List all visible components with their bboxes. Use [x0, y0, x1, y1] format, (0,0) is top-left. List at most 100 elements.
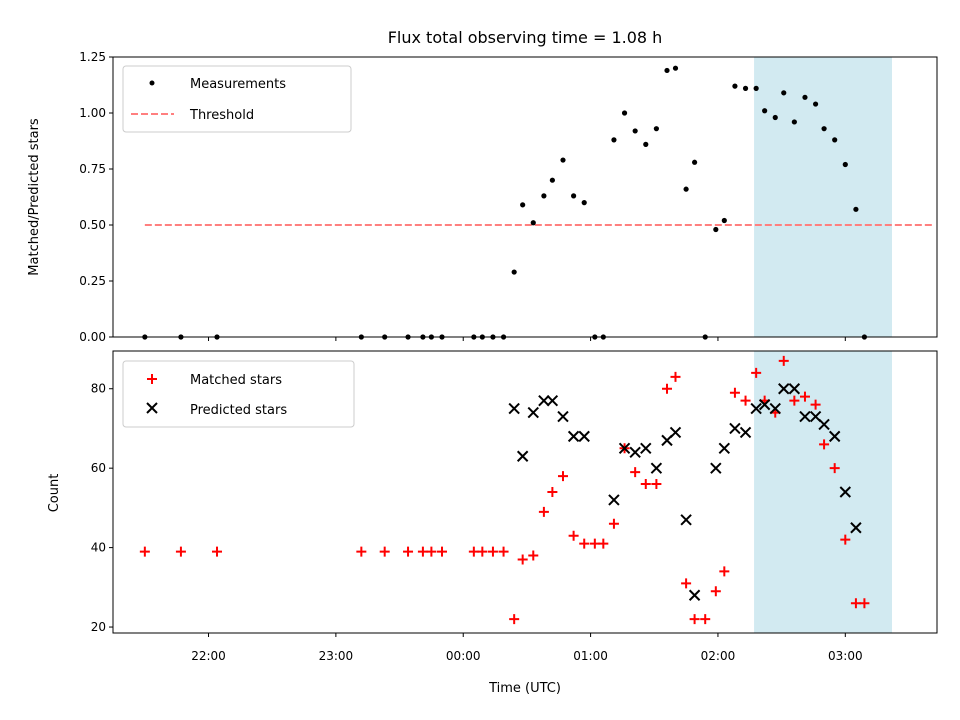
matched-star-point — [651, 479, 662, 490]
count-y-tick-label: 60 — [91, 461, 106, 475]
count-y-tick-label: 40 — [91, 541, 106, 555]
measurement-point — [742, 85, 749, 91]
measurement-point — [530, 220, 536, 226]
matched-star-point — [799, 391, 810, 402]
count-x-tick-label: 02:00 — [701, 649, 736, 663]
measurement-point — [664, 67, 670, 74]
matched-star-point — [640, 479, 651, 490]
measurement-point — [621, 110, 628, 116]
matched-star-point — [547, 487, 558, 497]
measurement-point — [821, 126, 827, 132]
matched-star-point — [403, 546, 414, 557]
measurement-point — [683, 186, 689, 192]
matched-star-point — [417, 546, 428, 557]
count-legend-box — [122, 360, 355, 428]
predicted-star-point — [567, 430, 580, 443]
measurement-point — [791, 119, 797, 125]
ratio-legend-box — [122, 65, 352, 133]
matched-star-point — [487, 546, 498, 557]
predicted-star-point — [839, 486, 852, 498]
count-x-tick-label: 01:00 — [573, 649, 608, 663]
measurement-point — [611, 137, 617, 143]
measurement-point — [632, 128, 638, 134]
predicted-star-point — [650, 462, 663, 474]
matched-star-point — [630, 467, 641, 478]
measurement-point — [812, 101, 819, 107]
legend-predicted-label: Predicted stars — [190, 403, 287, 418]
count-x-tick-label: 03:00 — [828, 649, 863, 663]
predicted-star-point — [640, 442, 652, 455]
predicted-star-point — [750, 402, 762, 415]
matched-star-point — [528, 550, 539, 561]
measurement-point — [753, 85, 759, 91]
matched-star-point — [700, 614, 711, 625]
predicted-star-point — [828, 430, 841, 443]
measurement-point — [581, 200, 587, 206]
predicted-star-point — [546, 394, 559, 407]
measurement-point — [721, 217, 727, 224]
measurement-point — [842, 161, 848, 168]
x-axis-label: Time (UTC) — [488, 681, 561, 696]
measurement-point — [520, 202, 526, 208]
predicted-star-point — [788, 383, 801, 395]
observing-window-highlight — [754, 57, 893, 337]
predicted-star-point — [818, 418, 830, 431]
matched-star-point — [579, 538, 590, 549]
matched-star-point — [212, 546, 223, 557]
predicted-star-point — [516, 450, 529, 462]
ratio-y-tick-label: 0.00 — [79, 330, 106, 344]
count-series — [139, 355, 870, 625]
predicted-star-point — [729, 422, 741, 435]
matched-star-point — [810, 399, 821, 410]
ratio-y-axis-label: Matched/Predicted stars — [27, 118, 42, 276]
matched-star-point — [509, 614, 520, 625]
matched-star-point — [729, 387, 740, 398]
ratio-x-ticks — [208, 337, 846, 341]
predicted-star-point — [618, 442, 631, 455]
predicted-star-point — [739, 426, 752, 439]
matched-star-point — [751, 367, 762, 378]
predicted-star-point — [629, 446, 641, 458]
legend-matched-label: Matched stars — [190, 373, 282, 388]
predicted-star-point — [769, 402, 781, 415]
ratio-y-tick-label: 0.50 — [79, 218, 106, 232]
measurement-point — [672, 65, 679, 71]
legend-measurements-marker — [149, 80, 155, 86]
ratio-y-tick-label: 0.75 — [79, 162, 106, 176]
measurement-point — [653, 126, 659, 132]
matched-star-point — [498, 546, 509, 557]
predicted-star-point — [850, 522, 862, 534]
matched-star-point — [778, 355, 789, 366]
matched-star-point — [710, 586, 721, 597]
measurement-point — [691, 159, 698, 165]
ratio-y-tick-label: 1.25 — [79, 50, 106, 64]
predicted-star-point — [578, 430, 590, 443]
chart-title: Flux total observing time = 1.08 h — [388, 28, 663, 47]
measurement-point — [762, 108, 768, 114]
count-y-ticks: 20 40 60 80 — [91, 382, 113, 634]
matched-star-point — [829, 463, 840, 474]
predicted-star-point — [508, 402, 520, 415]
matched-star-point — [477, 546, 488, 557]
count-y-axis-label: Count — [47, 474, 62, 513]
measurement-point — [772, 114, 778, 121]
matched-star-point — [689, 614, 700, 625]
measurement-point — [571, 193, 577, 199]
measurement-point — [511, 269, 517, 275]
legend-threshold-label: Threshold — [189, 108, 254, 123]
measurement-point — [560, 157, 566, 163]
legend-matched-marker — [147, 374, 157, 384]
matched-star-point — [517, 554, 528, 565]
matched-star-point — [608, 518, 619, 529]
matched-star-point — [662, 383, 673, 394]
matched-star-point — [740, 395, 751, 406]
measurement-point — [802, 94, 808, 100]
count-x-tick-label: 00:00 — [446, 649, 481, 663]
predicted-star-point — [688, 589, 701, 601]
matched-star-point — [468, 546, 479, 557]
ratio-y-tick-label: 1.00 — [79, 106, 106, 120]
predicted-star-point — [669, 426, 682, 439]
predicted-star-point — [608, 494, 620, 506]
